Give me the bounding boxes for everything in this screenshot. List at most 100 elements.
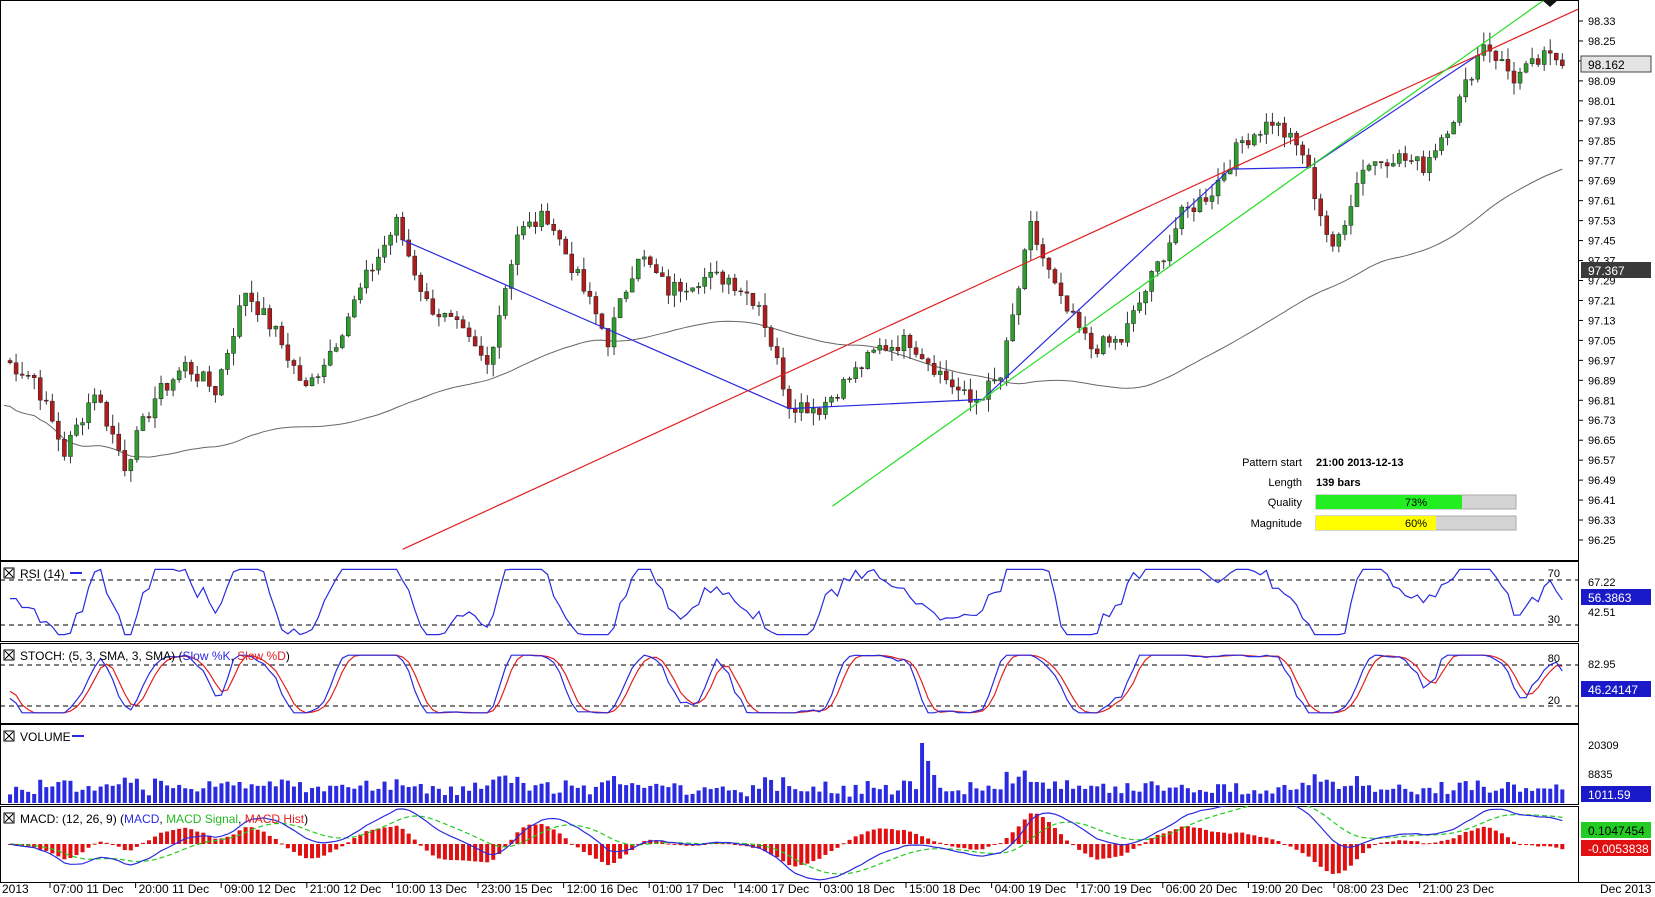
price-tick: 96.49 — [1588, 475, 1616, 487]
macd-hist-bar — [273, 839, 278, 844]
macd-hist-bar — [720, 843, 725, 845]
volume-bar — [44, 787, 49, 803]
macd-hist-bar — [1409, 841, 1414, 844]
rsi-line — [10, 568, 1563, 636]
volume-bar — [684, 794, 689, 803]
candle — [1324, 210, 1330, 243]
candle — [1113, 335, 1118, 350]
candle — [877, 338, 883, 355]
time-tick-label: 14:00 17 Dec — [738, 882, 809, 896]
macd-hist-bar — [666, 843, 671, 845]
candle — [31, 373, 37, 390]
volume-bar — [630, 783, 635, 803]
volume-bar — [1264, 790, 1269, 803]
candle — [1125, 311, 1130, 347]
macd-hist-bar — [1361, 844, 1365, 854]
macd-hist-bar — [998, 843, 1003, 845]
volume-bar — [708, 789, 713, 803]
volume-bar — [412, 786, 417, 803]
volume-bars — [8, 743, 1565, 803]
candle — [780, 347, 786, 397]
volume-bar — [1052, 781, 1057, 803]
volume-bar — [159, 780, 164, 803]
macd-hist-bar — [533, 824, 538, 844]
macd-hist-bar — [593, 844, 598, 859]
volume-bar — [1234, 783, 1239, 803]
volume-bar — [1149, 781, 1154, 803]
volume-bar — [92, 790, 97, 803]
candle — [720, 269, 726, 293]
candle — [358, 282, 363, 304]
volume-bar — [376, 788, 381, 803]
volume-bar — [992, 788, 997, 803]
volume-value-label: 1011.59 — [1588, 788, 1631, 802]
candle — [164, 382, 170, 397]
time-tick-label: 08:00 23 Dec — [1337, 882, 1408, 896]
volume-bar — [612, 776, 617, 803]
macd-hist-bar — [1161, 833, 1166, 844]
volume-bar — [467, 790, 472, 803]
price-panel: 98.3398.2598.1798.0998.0197.9397.8597.77… — [3, 0, 1652, 550]
volume-bar — [950, 791, 955, 803]
volume-tick-mid: 8835 — [1588, 769, 1612, 781]
price-tick: 97.45 — [1588, 236, 1616, 248]
quality-value: 73% — [1405, 497, 1427, 509]
volume-bar — [793, 789, 798, 803]
pattern-start-label: Pattern start — [1242, 457, 1302, 469]
macd-hist-bar — [1119, 844, 1124, 856]
volume-bar — [219, 783, 224, 803]
volume-bar — [328, 785, 333, 803]
candle — [116, 422, 122, 457]
candle — [1511, 62, 1517, 95]
volume-bar — [750, 785, 755, 803]
macd-hist-bar — [334, 844, 339, 850]
volume-bar — [775, 790, 780, 803]
macd-hist-bar — [1173, 829, 1178, 844]
candle — [430, 289, 436, 316]
macd-hist-bar — [1294, 844, 1299, 850]
candle — [641, 249, 647, 267]
macd-hist-bar — [177, 828, 182, 844]
rsi-value-label: 56.3863 — [1588, 591, 1632, 605]
candle — [1143, 289, 1148, 316]
macd-signal-line — [9, 806, 1563, 875]
volume-bar — [968, 782, 973, 803]
macd-hist-bar — [569, 843, 574, 845]
candle — [1469, 76, 1474, 86]
macd-hist-bar — [1095, 844, 1100, 860]
candle — [249, 280, 254, 313]
volume-bar — [189, 789, 194, 803]
candle — [672, 273, 677, 308]
volume-bar — [1004, 771, 1009, 803]
candle — [962, 380, 967, 396]
candle — [883, 339, 889, 352]
macd-hist-bar — [1234, 832, 1239, 844]
volume-bar — [1203, 791, 1208, 803]
candle — [1306, 148, 1311, 169]
candle — [937, 361, 943, 384]
macd-hist-bar — [1421, 843, 1426, 845]
macd-hist-bar — [159, 832, 164, 844]
macd-hist-bar — [1197, 827, 1202, 844]
volume-bar — [26, 791, 31, 803]
volume-bar — [249, 784, 254, 803]
macd-hist-bar — [1034, 813, 1039, 844]
candle — [1064, 295, 1070, 314]
volume-bar — [974, 788, 979, 803]
candle — [847, 376, 852, 383]
volume-bar — [744, 796, 749, 803]
price-tick: 96.73 — [1588, 415, 1616, 427]
time-tick-label: 21:00 23 Dec — [1423, 882, 1494, 896]
volume-bar — [539, 783, 544, 803]
candle — [1010, 303, 1015, 342]
macd-hist-bar — [134, 844, 139, 847]
candle — [968, 378, 973, 412]
rsi-close-x-icon — [4, 568, 14, 578]
macd-hist-bar — [1469, 830, 1474, 844]
macd-hist-bar — [817, 844, 822, 859]
volume-bar — [1354, 776, 1359, 803]
macd-hist-bar — [847, 839, 852, 844]
macd-hist-bar — [86, 844, 91, 848]
volume-bar — [86, 786, 91, 803]
candle — [744, 280, 750, 306]
